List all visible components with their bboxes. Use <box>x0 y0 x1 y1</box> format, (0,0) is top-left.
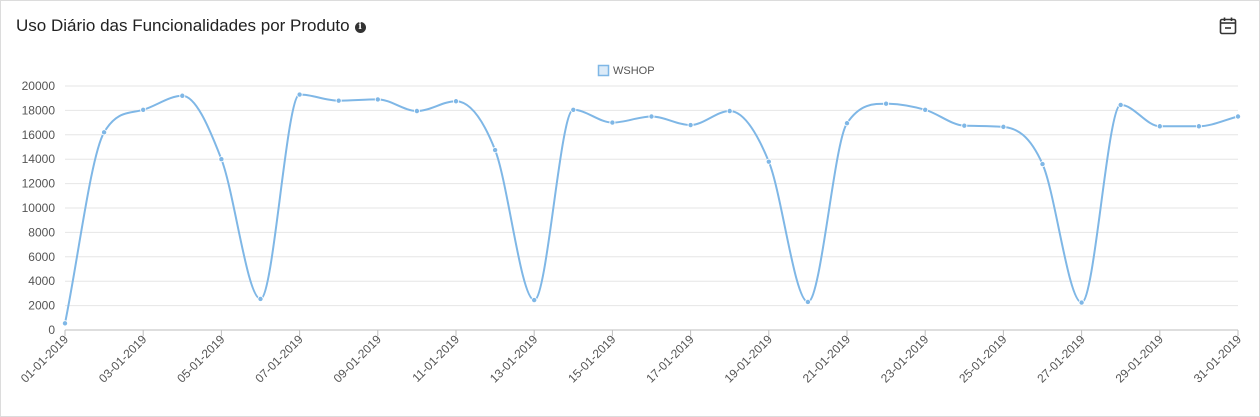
data-point[interactable] <box>1117 101 1124 108</box>
x-tick-label: 31-01-2019 <box>1191 332 1245 386</box>
data-point[interactable] <box>257 295 264 302</box>
data-point[interactable] <box>1235 113 1242 120</box>
y-tick-label: 2000 <box>28 299 55 313</box>
data-point[interactable] <box>140 106 147 113</box>
legend-label[interactable]: WSHOP <box>613 65 655 77</box>
series-line-wshop <box>64 93 1239 324</box>
y-tick-label: 12000 <box>22 177 56 191</box>
x-tick-label: 17-01-2019 <box>643 332 697 386</box>
y-tick-label: 10000 <box>22 201 56 215</box>
data-point[interactable] <box>492 147 499 154</box>
info-circle-icon[interactable]: i <box>354 21 366 33</box>
data-point[interactable] <box>765 158 772 165</box>
x-tick-label: 11-01-2019 <box>409 332 462 385</box>
y-tick-label: 4000 <box>28 274 55 288</box>
calendar-icon[interactable] <box>1218 16 1238 36</box>
data-point[interactable] <box>296 91 303 98</box>
data-point[interactable] <box>883 100 890 107</box>
x-tick-label: 03-01-2019 <box>96 332 150 386</box>
x-tick-label: 05-01-2019 <box>174 332 228 386</box>
data-point[interactable] <box>452 98 459 105</box>
x-tick-label: 21-01-2019 <box>800 332 854 386</box>
x-tick-label: 23-01-2019 <box>878 332 932 386</box>
y-tick-label: 8000 <box>28 225 55 239</box>
x-tick-label: 25-01-2019 <box>956 332 1010 386</box>
chart-title: Uso Diário das Funcionalidades por Produ… <box>16 16 350 35</box>
x-tick-label: 19-01-2019 <box>722 332 776 386</box>
legend-swatch[interactable] <box>597 64 610 77</box>
data-point[interactable] <box>1000 123 1007 130</box>
x-tick-label: 15-01-2019 <box>565 332 619 386</box>
y-tick-label: 18000 <box>22 103 56 117</box>
data-point[interactable] <box>335 97 342 104</box>
data-point[interactable] <box>1195 123 1202 130</box>
data-point[interactable] <box>531 297 538 304</box>
data-point[interactable] <box>179 92 186 99</box>
card-header: Uso Diário das Funcionalidades por Produ… <box>16 15 366 37</box>
y-tick-label: 0 <box>48 323 55 337</box>
data-point[interactable] <box>804 298 811 305</box>
data-point[interactable] <box>1039 161 1046 168</box>
data-point[interactable] <box>62 320 69 327</box>
x-tick-label: 13-01-2019 <box>487 332 541 386</box>
data-point[interactable] <box>218 156 225 163</box>
data-point[interactable] <box>413 108 420 115</box>
x-tick-label: 09-01-2019 <box>331 332 385 386</box>
y-tick-label: 20000 <box>22 79 56 93</box>
x-tick-label: 29-01-2019 <box>1113 332 1167 386</box>
data-point[interactable] <box>961 122 968 129</box>
data-point[interactable] <box>374 96 381 103</box>
y-tick-label: 6000 <box>28 250 55 264</box>
x-tick-label: 07-01-2019 <box>252 332 306 386</box>
data-point[interactable] <box>1156 123 1163 130</box>
x-tick-label: 27-01-2019 <box>1034 332 1088 386</box>
y-tick-label: 16000 <box>22 128 56 142</box>
data-point[interactable] <box>844 120 851 127</box>
data-point[interactable] <box>687 122 694 129</box>
y-tick-label: 14000 <box>22 152 56 166</box>
data-point[interactable] <box>1078 299 1085 306</box>
data-point[interactable] <box>922 106 929 113</box>
x-tick-label: 01-01-2019 <box>18 332 72 386</box>
data-point[interactable] <box>570 106 577 113</box>
data-point[interactable] <box>101 129 108 136</box>
data-point[interactable] <box>609 119 616 126</box>
data-point[interactable] <box>648 113 655 120</box>
data-point[interactable] <box>726 108 733 115</box>
